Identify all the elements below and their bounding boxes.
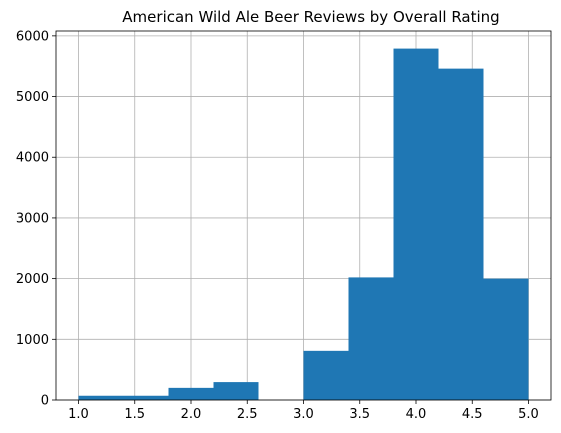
x-tick-label: 2.0 — [181, 407, 202, 422]
chart-title: American Wild Ale Beer Reviews by Overal… — [122, 8, 499, 26]
y-tick-label: 2000 — [16, 272, 49, 287]
x-tick-label: 2.5 — [237, 407, 258, 422]
x-tick-label: 3.5 — [349, 407, 370, 422]
x-tick-label: 3.0 — [293, 407, 314, 422]
histogram-bar — [168, 387, 214, 400]
histogram-bar — [483, 278, 529, 400]
x-tick-label: 4.0 — [406, 407, 427, 422]
histogram-bar — [303, 350, 349, 400]
histogram-bar — [438, 68, 484, 400]
y-tick-label: 4000 — [16, 151, 49, 166]
x-tick-label: 5.0 — [518, 407, 539, 422]
x-axis-ticks: 1.0 1.5 2.0 2.5 3.0 3.5 4.0 4.5 5.0 — [68, 400, 539, 422]
y-axis-ticks: 0 1000 2000 3000 4000 5000 6000 — [16, 29, 56, 409]
bars — [78, 48, 529, 400]
x-tick-label: 4.5 — [462, 407, 483, 422]
histogram-bar — [123, 395, 169, 400]
y-tick-label: 6000 — [16, 29, 49, 44]
histogram-bar — [78, 395, 124, 400]
histogram-bar — [393, 48, 439, 400]
histogram-bar — [348, 277, 394, 400]
y-tick-label: 3000 — [16, 211, 49, 226]
histogram-bar — [213, 382, 259, 400]
x-tick-label: 1.0 — [68, 407, 89, 422]
y-tick-label: 0 — [41, 394, 49, 409]
x-tick-label: 1.5 — [124, 407, 145, 422]
y-tick-label: 5000 — [16, 90, 49, 105]
y-tick-label: 1000 — [16, 333, 49, 348]
